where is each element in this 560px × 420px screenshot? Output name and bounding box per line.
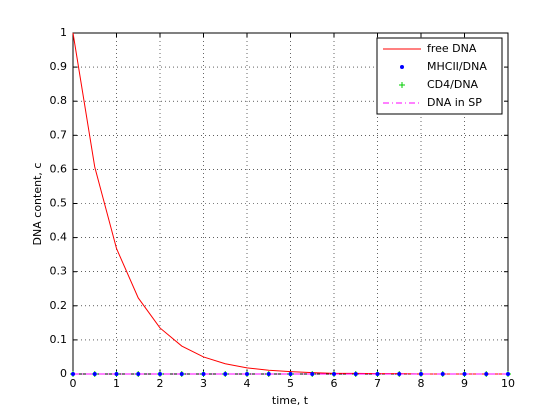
marker [245, 372, 249, 376]
marker [266, 372, 271, 376]
marker [288, 372, 293, 376]
marker [114, 372, 119, 376]
y-tick-label: 0.2 [50, 299, 68, 312]
marker [375, 372, 380, 376]
x-tick-label: 3 [200, 377, 207, 390]
x-tick-label: 5 [287, 377, 294, 390]
marker [484, 372, 489, 376]
x-tick-label: 10 [501, 377, 515, 390]
x-tick-label: 2 [157, 377, 164, 390]
y-tick-label: 0 [60, 367, 67, 380]
series-line [72, 32, 508, 375]
marker [399, 82, 405, 88]
legend-label: MHCII/DNA [427, 60, 487, 73]
legend-label: free DNA [427, 42, 477, 55]
marker [332, 372, 336, 376]
marker [506, 372, 510, 376]
legend-label: CD4/DNA [427, 78, 479, 91]
marker [92, 372, 97, 376]
y-tick-label: 0.8 [50, 94, 68, 107]
marker [400, 65, 404, 69]
y-tick-label: 0.5 [50, 197, 68, 210]
marker [310, 372, 315, 376]
y-axis-label: DNA content, c [31, 163, 44, 246]
marker [158, 372, 162, 376]
x-tick-label: 9 [461, 377, 468, 390]
y-tick-label: 0.6 [50, 162, 68, 175]
y-tick-label: 0.3 [50, 265, 68, 278]
x-tick-label: 8 [418, 377, 425, 390]
marker [440, 372, 445, 376]
marker [353, 372, 358, 376]
x-tick-label: 4 [244, 377, 251, 390]
marker [71, 372, 75, 376]
marker [201, 372, 206, 376]
marker [462, 372, 467, 376]
y-tick-label: 0.1 [50, 333, 68, 346]
marker [179, 372, 184, 376]
marker [136, 372, 141, 376]
marker [223, 372, 228, 376]
legend-label: DNA in SP [427, 96, 482, 109]
y-tick-label: 0.4 [50, 231, 68, 244]
x-tick-label: 6 [331, 377, 338, 390]
marker [419, 372, 423, 376]
marker [397, 372, 402, 376]
x-tick-label: 1 [113, 377, 120, 390]
x-tick-label: 0 [70, 377, 77, 390]
y-tick-label: 1 [60, 26, 67, 39]
y-tick-label: 0.7 [50, 128, 68, 141]
x-tick-label: 7 [374, 377, 381, 390]
legend-box [376, 37, 503, 115]
y-tick-label: 0.9 [50, 60, 68, 73]
x-axis-label: time, t [272, 394, 309, 407]
